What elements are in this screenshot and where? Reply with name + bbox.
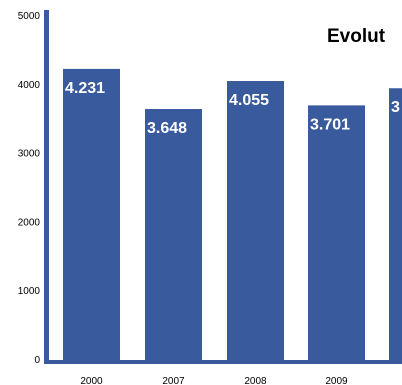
bar-data-label: 3 bbox=[391, 99, 400, 116]
y-tick-label: 4000 bbox=[18, 80, 41, 91]
bar bbox=[227, 81, 284, 361]
y-tick-label: 5000 bbox=[18, 11, 41, 22]
chart-title: Evolut bbox=[327, 26, 386, 47]
y-axis-line bbox=[44, 10, 49, 364]
bar-data-label: 3.648 bbox=[147, 120, 187, 137]
x-tick-label: 2000 bbox=[80, 376, 103, 385]
y-tick-label: 2000 bbox=[18, 217, 41, 228]
bars: 4.231 3.648 4.055 3.701 3 bbox=[63, 68, 402, 361]
bar-data-label: 3.701 bbox=[310, 116, 350, 133]
y-tick-label: 1000 bbox=[18, 286, 41, 297]
bar-data-label: 4.231 bbox=[65, 80, 105, 97]
x-tick-label: 2008 bbox=[244, 376, 267, 385]
x-axis-tick-labels: 2000 2007 2008 2009 bbox=[80, 376, 348, 385]
bar bbox=[145, 109, 202, 360]
y-axis-tick-labels: 0 1000 2000 3000 4000 5000 bbox=[18, 11, 41, 366]
y-tick-label: 3000 bbox=[18, 149, 41, 160]
bar bbox=[63, 68, 120, 361]
y-tick-label: 0 bbox=[34, 355, 40, 366]
bar bbox=[308, 105, 365, 360]
bar bbox=[389, 88, 402, 361]
x-tick-label: 2007 bbox=[162, 376, 185, 385]
x-tick-label: 2009 bbox=[325, 376, 348, 385]
x-axis-line bbox=[44, 360, 402, 364]
bar-data-label: 4.055 bbox=[229, 92, 269, 109]
axis-lines bbox=[44, 10, 402, 364]
